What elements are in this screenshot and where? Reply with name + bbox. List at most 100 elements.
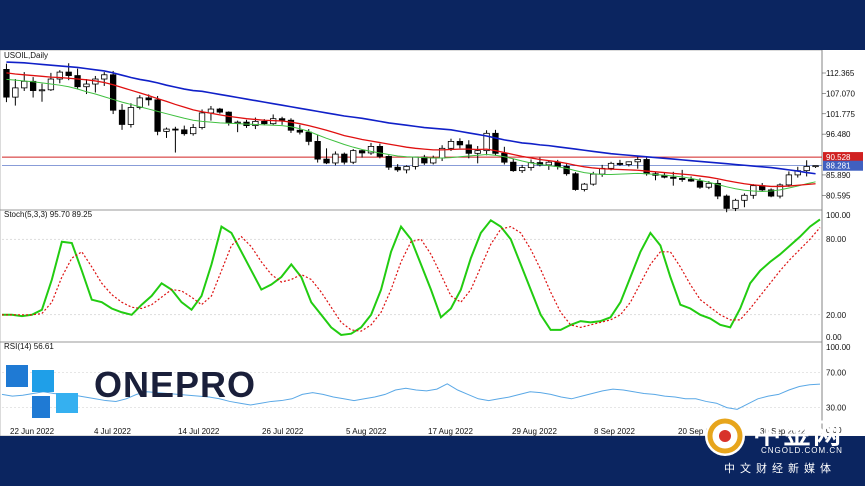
x-tick-label: 8 Sep 2022 <box>594 427 635 436</box>
candle-up <box>163 128 170 132</box>
candle-down <box>358 150 366 154</box>
rsi-y-tick-label: 70.00 <box>826 368 847 377</box>
logo-text: ONEPRO <box>94 364 256 405</box>
candle-down <box>65 71 72 76</box>
price-y-tick-label: 112.365 <box>826 69 855 78</box>
candle-down <box>341 153 348 163</box>
candle-down <box>767 189 775 197</box>
brand-name: 中金网 <box>753 417 844 450</box>
y-axis-labels: 112.365 107.070 101.775 96.480 85.890 80.595 9… <box>822 69 863 435</box>
candle-down <box>118 109 126 125</box>
rsi-y-tick-label: 0.00 <box>826 426 842 435</box>
candle-up <box>198 112 206 128</box>
candle-down <box>323 158 330 164</box>
x-tick-label: 22 Jun 2022 <box>10 427 55 436</box>
rsi-y-tick-label: 30.00 <box>826 404 847 413</box>
x-tick-label: 26 Jul 2022 <box>262 427 304 436</box>
x-tick-label: 29 Aug 2022 <box>512 427 557 436</box>
logo-square-right <box>32 370 54 392</box>
candle-down <box>394 166 401 171</box>
candle-up <box>127 107 135 125</box>
candle-down <box>172 128 179 131</box>
rsi-panel <box>1 372 822 410</box>
brand-coin-icon <box>705 416 745 456</box>
chart-svg: USOIL,Daily Stoch(5,3,3) 95.70 89.25 RSI… <box>0 50 865 436</box>
candle-up <box>590 173 597 185</box>
stoch-signal-line <box>2 225 821 332</box>
candle-down <box>616 162 624 165</box>
candle-up <box>625 161 632 165</box>
stoch-y-tick-label: 20.00 <box>826 311 847 320</box>
candle-up <box>21 80 28 89</box>
candle-down <box>29 80 37 91</box>
resistance-price-badge: 90.528 <box>826 153 851 162</box>
candle-up <box>332 153 339 164</box>
brand-url: CNGOLD.COM.CN <box>761 446 843 455</box>
candle-down <box>572 173 579 190</box>
rsi-y-tick-label: 100.00 <box>826 343 851 352</box>
candle-down <box>670 176 677 179</box>
x-tick-label: 14 Jul 2022 <box>178 427 220 436</box>
candle-up <box>607 162 615 169</box>
ma-blue-line <box>6 61 816 175</box>
candle-down <box>145 97 152 101</box>
ma-red-line <box>6 72 816 188</box>
candle-up <box>190 127 197 135</box>
stoch-panel <box>2 218 822 337</box>
x-tick-label: 30 Sep 2022 <box>760 427 806 436</box>
candle-down <box>376 146 384 157</box>
x-tick-label: 20 Sep 2022 <box>678 427 724 436</box>
candle-up <box>545 161 552 166</box>
price-y-tick-label: 80.595 <box>826 191 851 200</box>
stoch-main-line <box>2 218 821 337</box>
candle-down <box>225 111 232 124</box>
candle-up <box>474 150 481 154</box>
x-tick-label: 5 Aug 2022 <box>346 427 387 436</box>
candle-down <box>278 118 286 121</box>
candle-up <box>634 159 641 163</box>
price-y-tick-label: 107.070 <box>826 89 855 98</box>
candle-down <box>74 75 81 88</box>
candle-down <box>261 120 268 125</box>
x-tick-label: 4 Jul 2022 <box>94 427 131 436</box>
candle-up <box>136 97 143 108</box>
candle-down <box>181 129 188 135</box>
candle-down <box>714 182 721 197</box>
brand-watermark: 中金网 CNGOLD.COM.CN 中文财经新媒体 <box>705 412 855 482</box>
logo-square-small <box>56 393 78 413</box>
candle-up <box>447 140 455 149</box>
candle-down <box>696 180 704 188</box>
candle-up <box>252 120 259 127</box>
candle-down <box>492 132 499 154</box>
candle-up <box>705 182 713 188</box>
candle-down <box>554 161 561 167</box>
candle-down <box>314 140 321 160</box>
candle-up <box>518 167 526 172</box>
bid-price-badge-bg <box>823 160 863 171</box>
candle-up <box>83 83 90 88</box>
price-y-tick-label: 96.480 <box>826 130 851 139</box>
candle-up <box>430 157 437 164</box>
resistance-price-badge-bg <box>823 152 863 163</box>
candle-down <box>154 99 161 132</box>
candle-down <box>563 166 570 175</box>
candle-up <box>56 71 63 80</box>
rsi-line <box>1 383 821 410</box>
candle-up <box>785 174 793 186</box>
brand-subtitle: 中文财经新媒体 <box>724 462 836 475</box>
candle-down <box>296 129 304 133</box>
onepro-logo: ONEPRO <box>6 364 256 418</box>
price-y-tick-label: 85.890 <box>826 171 851 180</box>
stoch-y-tick-label: 0.00 <box>826 333 842 342</box>
candle-up <box>803 166 810 172</box>
candle-down <box>385 156 392 168</box>
candle-down <box>109 74 117 111</box>
candle-down <box>287 119 295 131</box>
candle-down <box>3 68 10 98</box>
candle-down <box>216 108 223 113</box>
candle-up <box>38 89 46 92</box>
candle-down <box>687 179 695 182</box>
candle-up <box>234 121 241 124</box>
candle-up <box>732 199 739 209</box>
